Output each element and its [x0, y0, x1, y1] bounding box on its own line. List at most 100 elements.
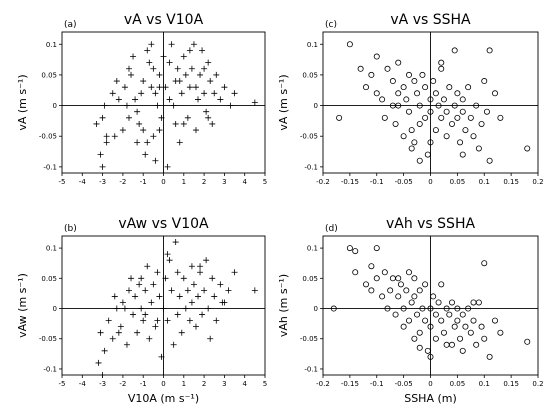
panel-a-point [221, 84, 228, 91]
panel-c-xtick-label: 0.05 [450, 178, 466, 186]
panel-a-xtick-label: 2 [202, 178, 206, 186]
panel-c-point [524, 145, 531, 152]
panel-d-point [405, 269, 412, 276]
panel-a-point [160, 53, 167, 60]
panel-d-ylabel: vAh (m s⁻¹) [277, 274, 290, 337]
panel-d-point [462, 323, 469, 330]
panel-b-point [188, 263, 195, 270]
panel-c-point [454, 90, 461, 97]
panel-b-point [192, 323, 199, 330]
panel-c-xtick-label: -0.2 [316, 178, 330, 186]
panel-b-point [162, 275, 169, 282]
panel-b-point [251, 287, 258, 294]
panel-b-ytick-label: 0.05 [41, 275, 57, 283]
panel-a-xtick-label: 0 [161, 178, 165, 186]
panel-b-point [211, 293, 218, 300]
panel-c-point [438, 59, 445, 66]
panel-c-point [408, 145, 415, 152]
panel-c-point [411, 78, 418, 85]
panel-a-point [103, 133, 110, 140]
panel-c-title: vA vs SSHA [390, 12, 471, 28]
panel-d-point [473, 341, 480, 348]
panel-c-point [411, 139, 418, 146]
panel-a-point [209, 120, 216, 127]
panel-a-point [130, 53, 137, 60]
panel-c-point [486, 157, 493, 164]
panel-d-point [478, 323, 485, 330]
panel-a-xtick-label: -1 [140, 178, 147, 186]
panel-c-point [392, 120, 399, 127]
panel-a-point [205, 59, 212, 66]
panel-b-point [231, 269, 238, 276]
panel-c-point [438, 114, 445, 121]
panel-a-point [180, 53, 187, 60]
panel-b-point [109, 335, 116, 342]
panel-d-point [416, 344, 423, 351]
panel-c-xtick-label: -0.05 [395, 178, 413, 186]
panel-a-point [144, 47, 151, 54]
panel-c-point [427, 96, 434, 103]
panel-a-point [156, 84, 163, 91]
panel-b-point [172, 239, 179, 246]
panel-a-point [172, 78, 179, 85]
panel-a-ytick-label: 0.05 [41, 71, 57, 79]
panel-b-xtick-label: 2 [202, 380, 206, 388]
panel-d-point [454, 305, 461, 312]
panel-a-point [195, 96, 202, 103]
panel-b-point [138, 275, 145, 282]
panel-a-point [192, 127, 199, 134]
panel-a-point [99, 163, 106, 170]
panel-c-point [414, 90, 421, 97]
panel-d-point [387, 287, 394, 294]
panel-d-point [384, 305, 391, 312]
panel-a-point [182, 71, 189, 78]
panel-d-point [440, 329, 447, 336]
panel-c-point [432, 127, 439, 134]
panel-c-xtick-label: 0 [428, 178, 432, 186]
panel-a-point [138, 90, 145, 97]
panel-c-xtick-label: -0.1 [370, 178, 384, 186]
panel-a-point [174, 65, 181, 72]
panel-a-xtick-label: -2 [119, 178, 126, 186]
panel-d-point [432, 311, 439, 318]
panel-a-point [176, 139, 183, 146]
panel-d-point [481, 335, 488, 342]
panel-a-xtick-label: -3 [99, 178, 106, 186]
panel-c-point [368, 71, 375, 78]
panel-b-point [150, 281, 157, 288]
panel-b-point [203, 257, 210, 264]
panel-d-point [497, 329, 504, 336]
panel-c-point [400, 133, 407, 140]
panel-b-point [188, 299, 195, 306]
panel-c-point [357, 65, 364, 72]
panel-c-point [395, 102, 402, 109]
panel-b-point [170, 341, 177, 348]
panel-d-point [475, 299, 482, 306]
panel-c-point [448, 120, 455, 127]
panel-a-point [166, 59, 173, 66]
panel-b-point [199, 311, 206, 318]
panel-b-point [154, 269, 161, 276]
panel-b-point [166, 257, 173, 264]
panel-b-point [174, 311, 181, 318]
panel-c-ytick-label: -0.05 [300, 133, 318, 141]
panel-d-point [435, 299, 442, 306]
panel-a-point [199, 47, 206, 54]
panel-a-xtick-label: 4 [242, 178, 247, 186]
panel-a-xtick-label: -4 [79, 178, 87, 186]
panel-c-point [395, 59, 402, 66]
panel-b-point [176, 293, 183, 300]
panel-d-point [397, 281, 404, 288]
panel-b-point [115, 329, 122, 336]
panel-d-point [362, 281, 369, 288]
panel-a-point [109, 90, 116, 97]
panel-b-point [117, 323, 124, 330]
panel-c-point [451, 47, 458, 54]
panel-d-point [459, 347, 466, 354]
panel-b-xtick-label: 3 [222, 380, 226, 388]
panel-a-point [158, 114, 165, 121]
panel-d-point [403, 287, 410, 294]
panel-d-ytick-label: 0 [314, 305, 318, 313]
panel-b-xtick-label: 5 [263, 380, 267, 388]
panel-c-ytick-label: -0.1 [304, 163, 318, 171]
